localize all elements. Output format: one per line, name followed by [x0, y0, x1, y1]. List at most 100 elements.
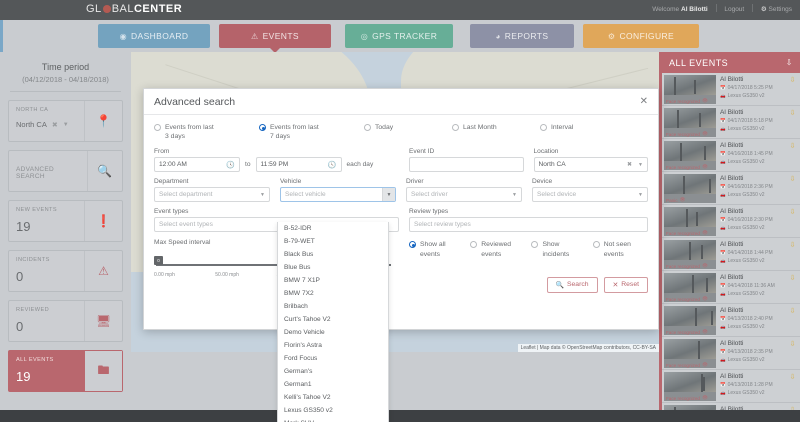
chevron-down-icon[interactable]: ▼	[382, 188, 395, 202]
download-icon[interactable]: ⇩	[789, 176, 796, 183]
download-icon[interactable]: ⇩	[789, 242, 796, 249]
vehicle-option[interactable]: German's	[284, 368, 313, 375]
radio-show-incidents[interactable]: Show incidents	[531, 240, 592, 258]
tab-reports[interactable]: ◕ REPORTS	[470, 24, 574, 48]
search-button[interactable]: 🔍 Search	[546, 276, 598, 293]
location-select[interactable]: North CA ✖ ▼	[533, 157, 648, 173]
event-list-item[interactable]: Al Bilotti 📅 04/17/2018 5:18 PM 🚗 Lexus GS35…	[662, 106, 800, 139]
department-select[interactable]: Select department ▼	[154, 187, 270, 203]
chevron-down-icon[interactable]: ▼	[638, 161, 643, 168]
events-list[interactable]: Al Bilotti 📅 04/17/2018 5:25 PM 🚗 Lexus GS35…	[662, 73, 800, 410]
event-thumbnail[interactable]	[664, 273, 716, 302]
download-icon[interactable]: ⇩	[785, 58, 793, 67]
close-icon[interactable]: ✕	[639, 96, 648, 107]
slider-track[interactable]	[156, 264, 391, 267]
vehicle-option[interactable]: Demo Vehicle	[284, 329, 325, 336]
download-icon[interactable]: ⇩	[789, 110, 796, 117]
vehicle-option[interactable]: Kelli's Tahoe V2	[284, 394, 331, 401]
driver-select[interactable]: Select driver ▼	[406, 187, 522, 203]
chevron-down-icon[interactable]: ▼	[260, 191, 265, 198]
vehicle-option[interactable]: Curt's Tahoe V2	[284, 316, 331, 323]
event-list-item[interactable]: Al Bilotti 📅 04/16/2018 1:45 PM 🚗 Lexus GS35…	[662, 139, 800, 172]
download-icon[interactable]: ⇩	[789, 209, 796, 216]
chevron-down-icon[interactable]: ▼	[512, 191, 517, 198]
clock-icon[interactable]: 🕓	[327, 161, 337, 169]
vehicle-option[interactable]: Brilbach	[284, 303, 308, 310]
radio-today[interactable]: Today	[364, 123, 452, 132]
vehicle-option[interactable]: Ford Focus	[284, 355, 318, 362]
vehicle-option[interactable]: BMW 7X2	[284, 290, 314, 297]
radio-last-month[interactable]: Last Month	[452, 123, 540, 132]
vehicle-option[interactable]: Blue Bus	[284, 264, 311, 271]
event-thumbnail[interactable]	[664, 405, 716, 410]
download-icon[interactable]: ⇩	[789, 308, 796, 315]
event-list-item[interactable]: Al Bilotti 📅 04/13/2018 1:28 PM 🚗 Lexus GS35…	[662, 370, 800, 403]
radio-events-last-7-days[interactable]: Events from last 7 days	[259, 123, 364, 141]
radio-show-all-events[interactable]: Show all events	[409, 240, 470, 258]
event-list-item[interactable]: Al Bilotti 📅 04/16/2018 2:30 PM 🚗 Lexus GS35…	[662, 205, 800, 238]
download-icon[interactable]: ⇩	[789, 143, 796, 150]
review-types-select[interactable]: Select review types	[409, 217, 648, 233]
vehicle-option[interactable]: Florin's Astra	[284, 342, 322, 349]
event-list-item[interactable]: Al Bilotti 📅 04/14/2018 1:44 PM 🚗 Lexus GS35…	[662, 238, 800, 271]
to-time-input[interactable]: 11:59 PM 🕓	[255, 157, 342, 173]
download-icon[interactable]: ⇩	[787, 405, 798, 410]
logout-link[interactable]: Logout	[724, 6, 745, 13]
vehicle-select[interactable]: Select vehicle ▼	[280, 187, 396, 203]
vehicle-option[interactable]: Mark SUV	[278, 417, 388, 422]
from-time-input[interactable]: 12:00 AM 🕓	[154, 157, 240, 173]
event-thumbnail[interactable]	[664, 108, 716, 137]
event-id-input[interactable]	[409, 157, 524, 173]
radio-events-last-3-days[interactable]: Events from last 3 days	[154, 123, 259, 141]
chevron-down-icon[interactable]: ▼	[62, 121, 69, 128]
event-thumbnail[interactable]	[664, 372, 716, 401]
sidebar-card-reviewed[interactable]: REVIEWED 0 🖥	[8, 300, 123, 342]
clock-icon[interactable]: 🕓	[226, 161, 235, 169]
radio-reviewed-events[interactable]: Reviewed events	[470, 240, 531, 258]
event-list-item[interactable]: Al Bilotti 📅 04/13/2018 2:35 PM 🚗 Lexus GS35…	[662, 337, 800, 370]
tab-dashboard[interactable]: ◉ DASHBOARD	[98, 24, 210, 48]
vehicle-option[interactable]: Black Bus	[284, 251, 314, 258]
download-icon[interactable]: ⇩	[789, 275, 796, 282]
event-list-item[interactable]: Al Bilotti 📅 04/16/2018 2:36 PM 🚗 Lexus GS35…	[662, 172, 800, 205]
chevron-down-icon[interactable]: ▼	[638, 191, 643, 198]
vehicle-dropdown-list[interactable]: B-52-IDR B-79-WET Black Bus Blue Bus BMW 7 X…	[277, 222, 389, 422]
sidebar-card-advanced-search[interactable]: ADVANCED SEARCH 🔍	[8, 150, 123, 192]
vehicle-option[interactable]: B-79-WET	[284, 238, 315, 245]
vehicle-option[interactable]: German1	[284, 381, 312, 388]
event-list-item[interactable]: Al Bilotti 📅 04/17/2018 5:25 PM 🚗 Lexus GS35…	[662, 73, 800, 106]
tab-events[interactable]: ⚠ EVENTS	[219, 24, 331, 53]
download-icon[interactable]: ⇩	[789, 341, 796, 348]
sidebar-card-new-events[interactable]: NEW EVENTS 19 ❗	[8, 200, 123, 242]
radio-not-seen-events[interactable]: Not seen events	[592, 240, 648, 258]
reset-button[interactable]: ✕ Reset	[603, 276, 648, 293]
device-select[interactable]: Select device ▼	[532, 187, 648, 203]
event-thumbnail[interactable]	[664, 306, 716, 335]
event-list-item[interactable]: Al Bilotti📅04/13/2018 1:20 PM🚗Lexus GS35…	[662, 403, 800, 410]
sidebar-card-location[interactable]: NORTH CA North CA ✖ ▼ 📍	[8, 100, 123, 142]
settings-link[interactable]: Settings	[768, 6, 793, 13]
event-thumbnail[interactable]	[664, 240, 716, 269]
tab-configure[interactable]: ⚙ CONFIGURE	[583, 24, 699, 48]
download-icon[interactable]: ⇩	[789, 77, 796, 84]
gear-icon[interactable]: ⚙	[760, 6, 767, 13]
vehicle-option[interactable]: BMW 7 X1P	[284, 277, 320, 284]
event-thumbnail[interactable]	[664, 141, 716, 170]
vehicle-option[interactable]: B-52-IDR	[284, 225, 312, 232]
clear-icon[interactable]: ✖	[626, 162, 632, 169]
event-list-item[interactable]: Al Bilotti 📅 04/13/2018 2:40 PM 🚗 Lexus GS35…	[662, 304, 800, 337]
event-list-item[interactable]: Al Bilotti 📅 04/14/2018 11:36 AM 🚗 Lexus GS3…	[662, 271, 800, 304]
download-icon[interactable]: ⇩	[789, 374, 796, 381]
event-thumbnail[interactable]	[664, 207, 716, 236]
clear-icon[interactable]: ✖	[51, 121, 58, 129]
tab-gps-tracker[interactable]: ◎ GPS TRACKER	[345, 24, 453, 48]
event-thumbnail[interactable]	[664, 339, 716, 368]
slider-handle[interactable]: 0	[154, 256, 163, 266]
event-thumbnail[interactable]	[664, 75, 716, 104]
location-select[interactable]: North CA ✖ ▼	[16, 120, 77, 129]
sidebar-card-incidents[interactable]: INCIDENTS 0 ⚠	[8, 250, 123, 292]
event-thumbnail[interactable]	[664, 174, 716, 203]
vehicle-option[interactable]: Lexus GS350 v2	[284, 407, 333, 414]
sidebar-card-all-events[interactable]: ALL EVENTS 19 🖿	[8, 350, 123, 392]
radio-interval[interactable]: Interval	[540, 123, 573, 132]
